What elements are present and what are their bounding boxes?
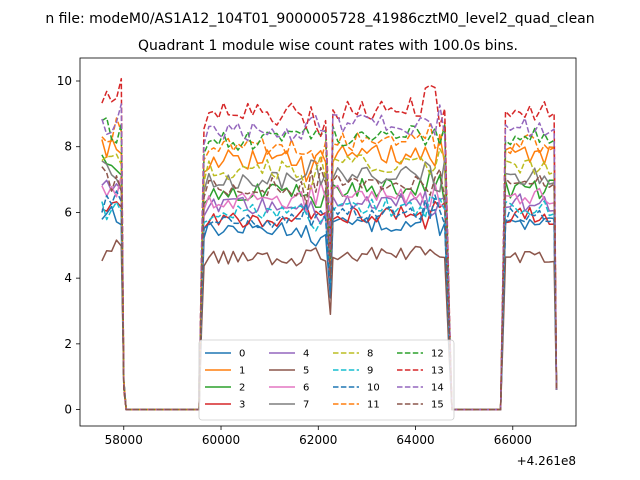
y-axis: 0 2 4 6 8 10 <box>57 74 80 417</box>
legend-item-13: 13 <box>397 366 444 377</box>
x-tick-label: 66000 <box>494 433 532 447</box>
legend-label: 15 <box>431 400 444 411</box>
legend-item-6: 6 <box>269 383 309 394</box>
legend-label: 8 <box>367 349 373 360</box>
legend-item-12: 12 <box>397 349 444 360</box>
legend-item-5: 5 <box>269 366 309 377</box>
chart-title: Quadrant 1 module wise count rates with … <box>138 38 518 54</box>
y-tick-label: 0 <box>64 403 72 417</box>
legend-frame <box>198 339 455 421</box>
x-tick-label: 60000 <box>202 433 240 447</box>
legend-label: 4 <box>303 349 309 360</box>
legend-item-15: 15 <box>397 400 444 411</box>
legend-item-0: 0 <box>205 349 245 360</box>
x-axis: 58000 60000 62000 64000 66000 <box>105 426 532 447</box>
legend-label: 11 <box>367 400 380 411</box>
legend-label: 1 <box>239 366 245 377</box>
legend-label: 5 <box>303 366 309 377</box>
legend-item-11: 11 <box>333 400 380 411</box>
y-tick-label: 4 <box>64 271 72 285</box>
legend-item-7: 7 <box>269 400 309 411</box>
legend-item-1: 1 <box>205 366 245 377</box>
legend-label: 9 <box>367 366 373 377</box>
y-tick-label: 2 <box>64 337 72 351</box>
legend-item-4: 4 <box>269 349 309 360</box>
legend-label: 14 <box>431 383 444 394</box>
x-tick-label: 64000 <box>396 433 434 447</box>
legend-label: 2 <box>239 383 245 394</box>
legend-label: 12 <box>431 349 444 360</box>
figure-suptitle: n file: modeM0/AS1A12_104T01_9000005728_… <box>45 11 594 27</box>
x-tick-label: 58000 <box>105 433 143 447</box>
axes-frame <box>79 57 577 427</box>
x-offset-label: +4.261e8 <box>517 454 576 468</box>
legend-label: 0 <box>239 349 245 360</box>
y-tick-label: 10 <box>57 74 72 88</box>
legend-label: 10 <box>367 383 380 394</box>
legend-label: 13 <box>431 366 444 377</box>
legend-label: 3 <box>239 400 245 411</box>
legend-item-2: 2 <box>205 383 245 394</box>
legend-item-14: 14 <box>397 383 444 394</box>
legend-item-10: 10 <box>333 383 380 394</box>
y-tick-label: 8 <box>64 140 72 154</box>
x-tick-label: 62000 <box>299 433 337 447</box>
series-layer <box>101 77 558 411</box>
series-line-15 <box>101 166 558 411</box>
legend-label: 7 <box>303 400 309 411</box>
legend-item-9: 9 <box>333 366 373 377</box>
legend-label: 6 <box>303 383 309 394</box>
y-tick-label: 6 <box>64 205 72 219</box>
legend-item-8: 8 <box>333 349 373 360</box>
legend-item-3: 3 <box>205 400 245 411</box>
